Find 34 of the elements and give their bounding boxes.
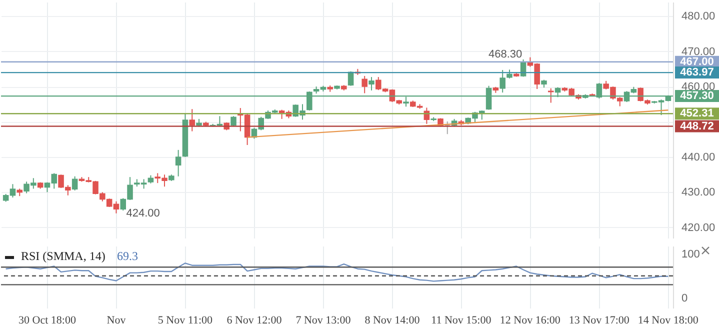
x-tick-label: Nov xyxy=(106,314,126,326)
x-tick-label: 7 Nov 13:00 xyxy=(296,314,352,326)
line-series xyxy=(5,262,669,282)
annotation: 424.00 xyxy=(126,207,160,220)
x-tick-label: 14 Nov 18:00 xyxy=(638,314,699,326)
y-tick-label: 440.00 xyxy=(682,151,716,164)
ref-line-label: 463.97 xyxy=(680,66,714,79)
candlestick xyxy=(189,108,195,132)
x-tick-label: 11 Nov 15:00 xyxy=(431,314,492,326)
annotation: 69.3 xyxy=(117,249,138,263)
x-tick-label: 13 Nov 17:00 xyxy=(568,314,630,326)
candlestick xyxy=(368,76,374,91)
chart-title: RSI (SMMA, 14) xyxy=(21,249,106,263)
y-tick-label: 0 xyxy=(682,292,688,304)
ref-line-label: 467.00 xyxy=(680,56,714,68)
ref-line-label: 452.31 xyxy=(680,108,714,120)
ref-line-label: 457.30 xyxy=(680,90,714,102)
x-tick-label: 8 Nov 14:00 xyxy=(364,314,420,326)
annotation: 468.30 xyxy=(488,48,522,60)
y-tick-label: 430.00 xyxy=(682,186,716,199)
candlestick xyxy=(362,75,368,94)
x-tick-label: 12 Nov 16:00 xyxy=(500,314,561,326)
y-tick-label: 470.00 xyxy=(682,46,716,58)
candlestick xyxy=(72,176,78,191)
x-tick-label: 30 Oct 18:00 xyxy=(18,314,76,326)
candlestick xyxy=(548,88,554,104)
x-tick-label: 5 Nov 11:00 xyxy=(158,314,214,326)
ref-line-label: 448.72 xyxy=(680,120,714,132)
candlestick xyxy=(444,120,450,135)
y-tick-label: 100 xyxy=(682,248,700,260)
y-tick-label: 480.00 xyxy=(682,10,716,23)
y-tick-label: 420.00 xyxy=(682,222,716,234)
x-tick-label: 6 Nov 12:00 xyxy=(226,314,282,326)
candlestick xyxy=(175,149,182,177)
